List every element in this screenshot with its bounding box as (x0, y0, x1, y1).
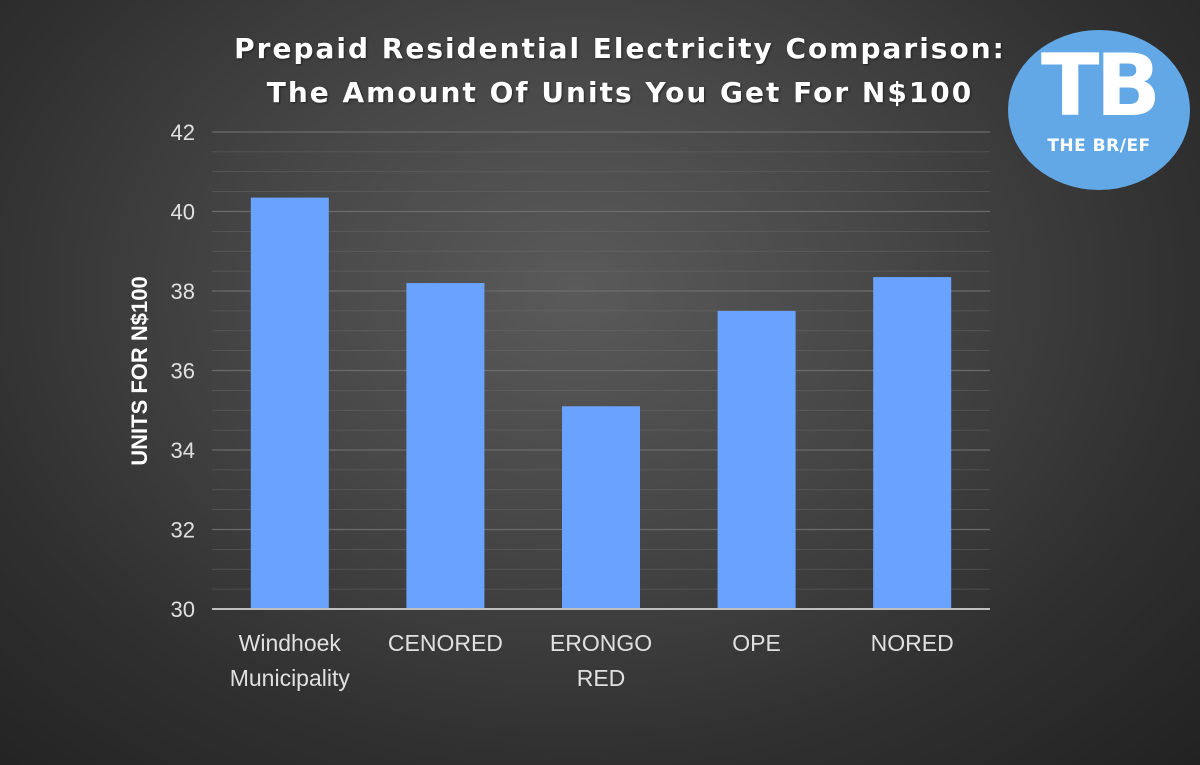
the-brief-logo: TB THE BR/EF (1008, 30, 1190, 190)
bar (250, 197, 329, 609)
y-tick-label: 32 (171, 518, 195, 543)
x-category-label: OPE (732, 630, 781, 656)
y-tick-label: 42 (171, 120, 195, 145)
bar (717, 310, 796, 609)
bar (562, 406, 640, 609)
y-axis-label: UNITS FOR N$100 (127, 276, 152, 466)
y-tick-label: 34 (171, 438, 195, 463)
bars (212, 197, 990, 610)
y-tick-label: 36 (171, 359, 195, 384)
x-category-label: CENORED (388, 630, 503, 656)
x-category-label: Windhoek (239, 630, 342, 656)
chart-title-line-1: Prepaid Residential Electricity Comparis… (234, 32, 1006, 65)
bar (873, 277, 952, 609)
x-category-label: NORED (871, 630, 954, 656)
bar (406, 283, 485, 609)
y-tick-label: 40 (171, 200, 195, 225)
logo-wordmark: THE BR/EF (1047, 136, 1151, 156)
logo-monogram: TB (1040, 36, 1161, 136)
x-category-label: RED (577, 665, 626, 691)
chart-title-line-2: The Amount Of Units You Get For N$100 (266, 76, 974, 109)
y-tick-labels: 30 32 34 36 38 40 42 (171, 120, 195, 622)
y-tick-label: 30 (171, 597, 195, 622)
x-category-label: ERONGO (550, 630, 652, 656)
x-category-labels: Windhoek Municipality CENORED ERONGO RED OPE N… (230, 630, 954, 691)
x-category-label: Municipality (230, 665, 351, 691)
y-tick-label: 38 (171, 279, 195, 304)
